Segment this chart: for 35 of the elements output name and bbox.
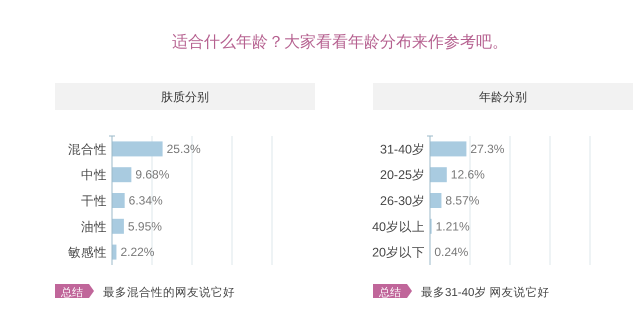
y-tick-label: 混合性 — [68, 142, 107, 156]
bar — [430, 193, 442, 208]
bar — [112, 193, 125, 208]
bar — [112, 141, 163, 156]
text: 总结 — [60, 286, 83, 299]
data-label: 25.3% — [166, 142, 201, 156]
y-tick-label: 20岁以下 — [372, 246, 425, 260]
y-tick-label: 油性 — [81, 220, 107, 234]
data-label: 27.3% — [470, 142, 505, 156]
bar — [112, 218, 124, 234]
data-label: 5.95% — [128, 219, 162, 234]
y-tick-label: 敏感性 — [68, 246, 107, 260]
bar — [430, 167, 447, 182]
data-label: 0.24% — [434, 245, 469, 260]
y-tick-label: 20-25岁 — [380, 168, 425, 182]
y-tick-label: 26-30岁 — [380, 194, 425, 208]
text: 最多混合性的网友说它好 — [103, 285, 235, 299]
data-label: 6.34% — [128, 194, 164, 208]
bar — [430, 141, 466, 156]
chart-title: 肤质分别 — [161, 90, 209, 104]
text: 适合什么年龄？大家看看年龄分布来作参考吧。 — [172, 33, 508, 51]
bar — [112, 244, 116, 260]
y-tick-label: 31-40岁 — [380, 142, 425, 156]
bar — [112, 167, 132, 182]
y-tick-label: 中性 — [81, 168, 107, 182]
data-label: 8.57% — [445, 194, 480, 208]
data-label: 9.68% — [135, 168, 170, 182]
chart-title: 年龄分别 — [479, 90, 527, 104]
data-label: 12.6% — [450, 168, 486, 182]
data-label: 2.22% — [120, 245, 155, 260]
text: 最多31-40岁 网友说它好 — [421, 285, 550, 299]
y-tick-label: 40岁以上 — [372, 220, 425, 234]
y-tick-label: 干性 — [81, 194, 107, 208]
data-label: 1.21% — [436, 219, 470, 234]
text: 总结 — [378, 286, 401, 299]
